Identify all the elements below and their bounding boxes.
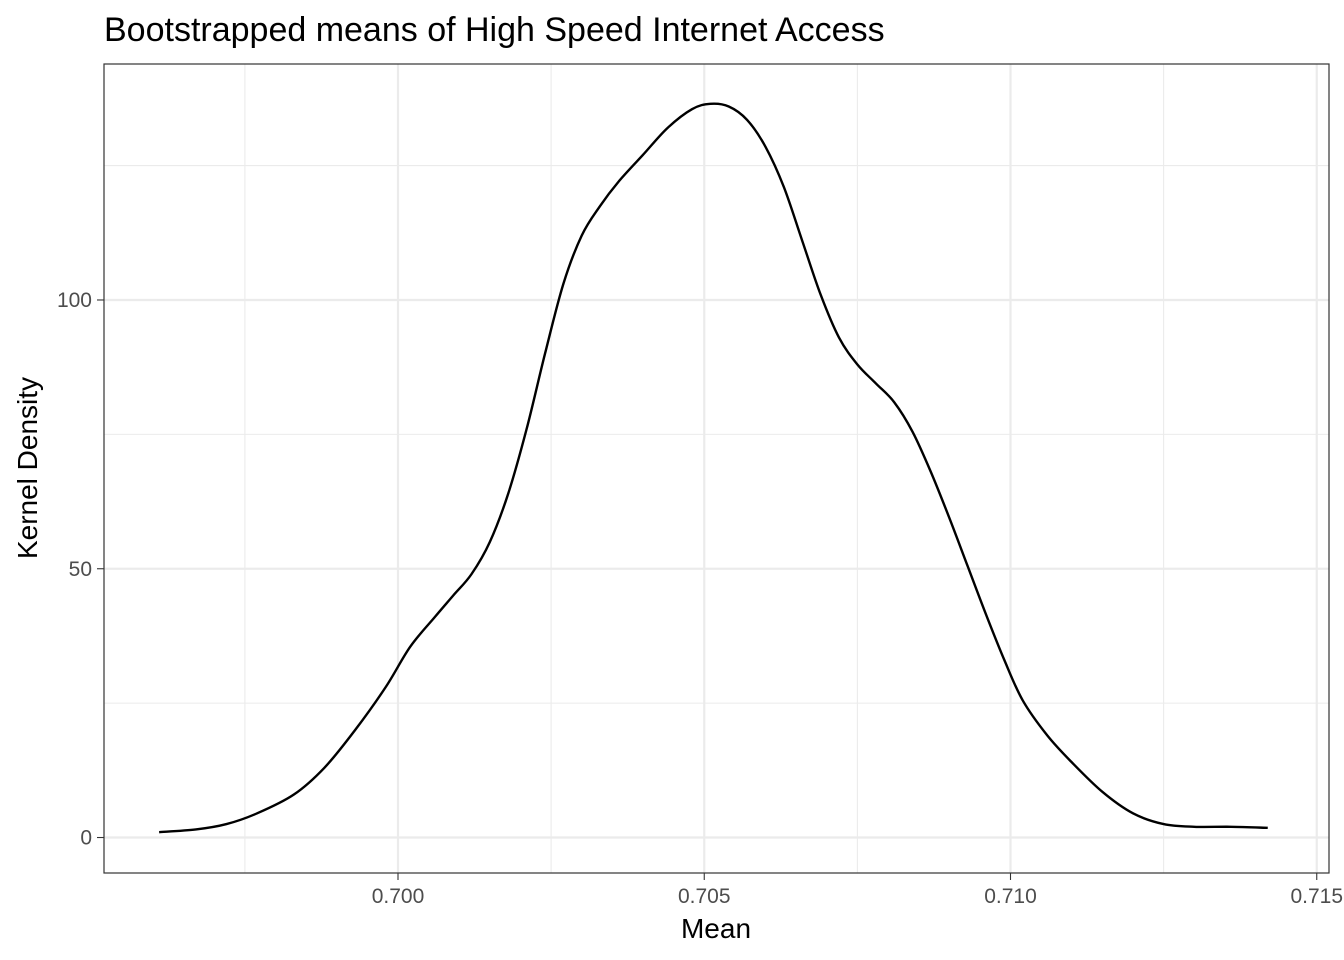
x-tick-label: 0.700 — [372, 885, 425, 908]
density-curve — [159, 102, 1268, 834]
series-layer — [159, 102, 1268, 834]
chart-title: Bootstrapped means of High Speed Interne… — [104, 11, 885, 49]
major-gridlines — [104, 64, 1329, 873]
y-tick-label: 100 — [57, 289, 92, 312]
x-tick-label: 0.715 — [1290, 885, 1343, 908]
y-tick-label: 0 — [80, 827, 92, 850]
panel-border — [103, 63, 1330, 874]
x-axis: 0.700 0.705 0.710 0.715 — [372, 873, 1343, 908]
y-axis: 0 50 100 — [57, 289, 104, 850]
x-tick-label: 0.710 — [984, 885, 1037, 908]
y-tick-label: 50 — [69, 558, 92, 581]
plot-panel — [103, 63, 1330, 874]
y-axis-title: Kernel Density — [12, 377, 43, 559]
minor-gridlines — [104, 64, 1329, 873]
x-axis-title: Mean — [681, 913, 751, 944]
x-tick-label: 0.705 — [678, 885, 731, 908]
